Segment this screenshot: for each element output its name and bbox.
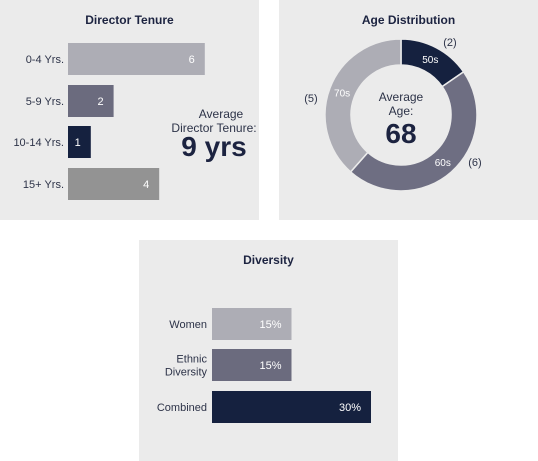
age-slice-70s xyxy=(324,38,402,173)
age-slice-count: (2) xyxy=(443,37,456,49)
age-slice-label: 70s xyxy=(334,89,350,100)
age-slice-count: (6) xyxy=(468,157,481,169)
age-slice-label: 60s xyxy=(435,158,451,169)
director-tenure-panel: Director Tenure Average Director Tenure:… xyxy=(0,0,259,220)
tenure-category-label: 5-9 Yrs. xyxy=(26,96,64,108)
tenure-bar xyxy=(68,43,205,75)
diversity-title: Diversity xyxy=(243,253,294,267)
diversity-panel: Diversity Women 15% Ethnic Diversity 15% Comb… xyxy=(139,240,398,461)
average-age-label-line2: Age: xyxy=(389,104,414,118)
diversity-category-label: Women xyxy=(169,319,207,331)
average-age-value: 68 xyxy=(385,118,416,149)
age-distribution-title: Age Distribution xyxy=(361,13,456,27)
diversity-bar-value: 15% xyxy=(259,360,281,372)
diversity-category-label: Combined xyxy=(157,402,207,414)
tenure-category-label: 15+ Yrs. xyxy=(23,179,64,191)
tenure-bar xyxy=(68,168,160,200)
tenure-category-label: 10-14 Yrs. xyxy=(13,137,64,149)
tenure-bar xyxy=(68,85,114,117)
diversity-category-label: Ethnic xyxy=(176,354,207,366)
diversity-bar-value: 30% xyxy=(339,402,361,414)
average-tenure-label-line2: Director Tenure: xyxy=(171,121,256,135)
tenure-bar-value: 1 xyxy=(75,137,81,149)
diversity-bar-value: 15% xyxy=(259,319,281,331)
age-distribution-chart: Average Age: 68 50s (2) 60s (6) 70s (5) xyxy=(304,37,482,192)
diversity-bar xyxy=(212,308,292,340)
diversity-bar xyxy=(212,349,292,381)
average-tenure-label-line1: Average xyxy=(199,107,244,121)
diversity-category-label: Diversity xyxy=(165,367,208,379)
age-slice-count: (5) xyxy=(304,93,317,105)
average-tenure-value: 9 yrs xyxy=(181,131,246,162)
tenure-bar-value: 2 xyxy=(97,96,103,108)
tenure-bar-value: 4 xyxy=(143,179,149,191)
average-age-label-line1: Average xyxy=(379,90,424,104)
director-tenure-title: Director Tenure xyxy=(85,13,174,27)
director-tenure-chart: Average Director Tenure: 9 yrs 0-4 Yrs. 6… xyxy=(13,43,257,200)
age-slice-60s xyxy=(349,70,478,192)
age-slice-label: 50s xyxy=(422,55,438,66)
tenure-category-label: 0-4 Yrs. xyxy=(26,54,64,66)
diversity-bar xyxy=(212,391,371,423)
tenure-bar xyxy=(68,126,91,158)
tenure-bar-value: 6 xyxy=(189,54,195,66)
age-distribution-panel: Age Distribution Average Age: 68 50s (2) 6… xyxy=(279,0,538,220)
